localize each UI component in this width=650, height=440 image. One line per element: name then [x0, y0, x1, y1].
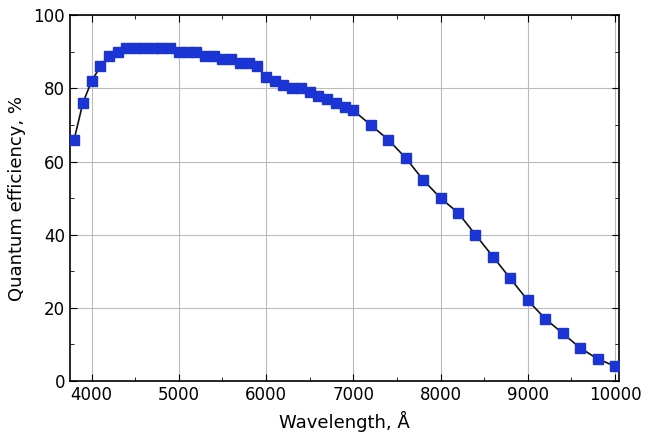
X-axis label: Wavelength, Å: Wavelength, Å	[280, 411, 410, 432]
Y-axis label: Quantum efficiency, %: Quantum efficiency, %	[8, 95, 27, 301]
